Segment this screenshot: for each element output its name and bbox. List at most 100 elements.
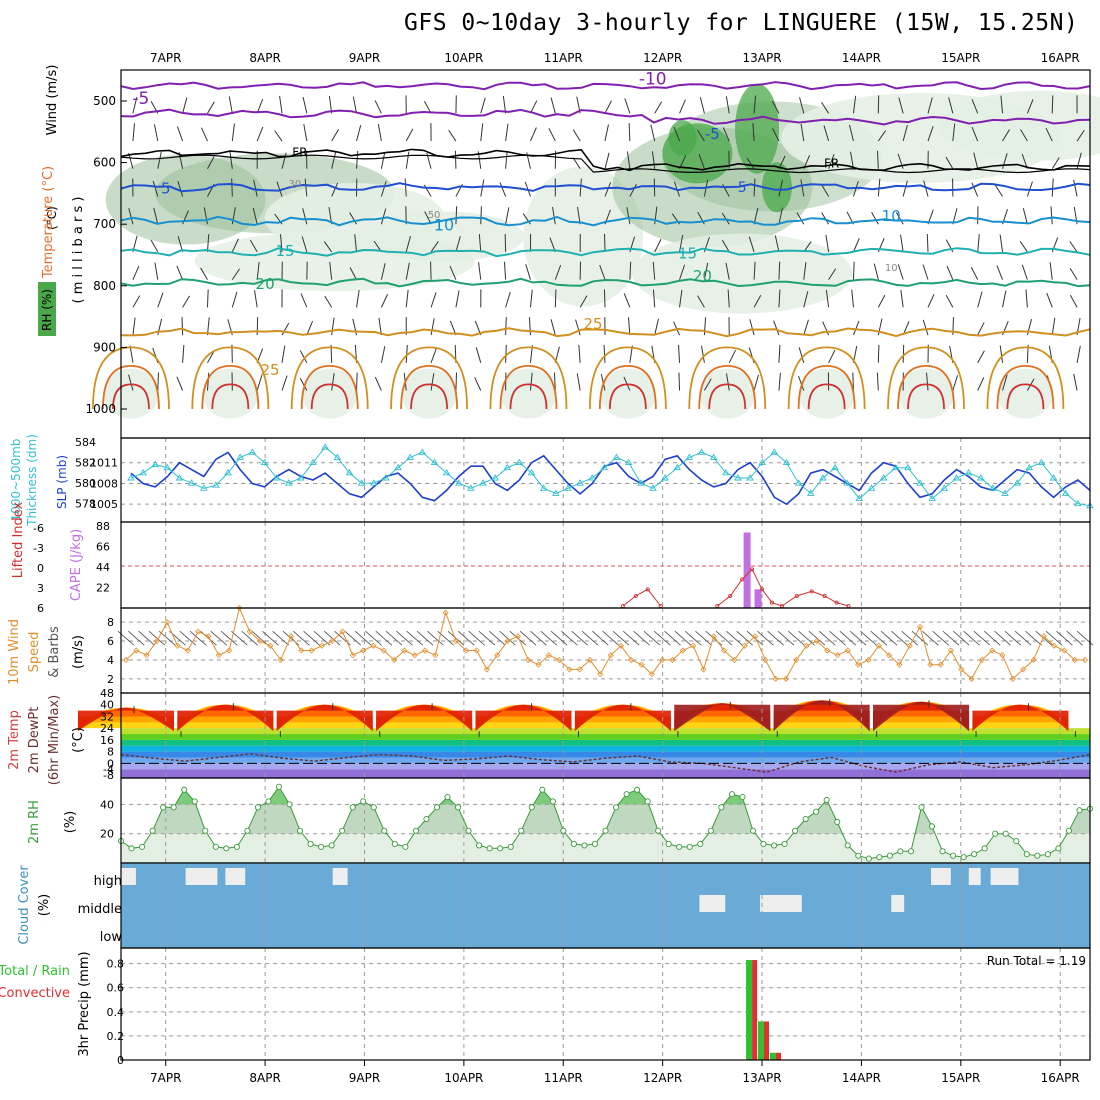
contour-label: 50 [428,210,441,221]
wind-speed-point [174,642,181,649]
wind-barb [405,128,414,142]
wind-barb [622,630,640,646]
wind-barb [1045,127,1053,142]
thickness-point [1074,499,1082,507]
date-label-bottom: 13APR [742,1071,781,1085]
rh-point [454,804,462,811]
wind-barb [276,181,283,197]
wind-barb [281,152,287,169]
rh-point [412,827,419,834]
wind-barb [528,317,531,336]
wind-speed-point [277,656,284,664]
ylabel-wind10-1: 10m Wind [7,619,22,685]
thickness-point [855,494,864,502]
thickness-point [260,458,269,466]
wind-barb [405,151,410,169]
cloud-cover-panel: high middle low [78,862,1091,949]
wind-barb [176,265,184,280]
rh-shading [523,166,644,307]
rh-point [960,854,967,861]
wind-barb [365,630,382,646]
wind-barb [356,150,359,169]
rh-point [676,843,683,850]
wind-barb [480,206,482,225]
thickness-point [515,458,524,466]
thickness-series-line [130,446,1091,507]
rh-point [1076,807,1083,814]
rh-point [781,840,788,847]
wind-barb [977,291,983,308]
warm-contour [489,346,568,410]
rh-shading-high [735,83,780,174]
wind-barb [405,344,408,363]
thickness-point [697,448,706,455]
wind-barb [378,317,382,336]
wind-barb [206,289,209,308]
wind-barb [430,292,437,308]
wind-barb [200,267,208,280]
wind-barb [302,208,308,225]
wind-barb [900,234,904,252]
thickness-point [770,448,779,455]
rh-shading-high [761,162,792,213]
rh-point [739,794,746,801]
wind-barb [654,101,663,114]
wind-barb [281,322,290,336]
wind-barb [927,293,935,308]
wind-barb [572,129,581,142]
rh-point [212,843,219,850]
rh-point [1002,830,1009,837]
warm-contour [608,383,647,410]
contour-label: -5 [705,125,720,143]
wind-speed-point [215,652,222,659]
date-label-top: 12APR [643,51,682,65]
wind-barb [303,630,320,646]
wind-barb [773,320,780,336]
ylabel-cloud: Cloud Cover [17,865,32,945]
slp-series-line [130,451,1091,506]
wind-barb [548,128,556,142]
wind-barb [797,375,805,391]
isotherm-line [120,108,1091,126]
wind-barb [823,125,830,142]
lifted-index-tick-label: 0 [37,562,44,575]
contour-label: 20 [693,267,712,285]
isotherm-line [120,154,1091,174]
isotherm-line [120,148,1091,172]
wind-speed-point [226,647,233,654]
wind-barb [575,319,581,336]
thickness-point [127,474,135,481]
warm-contour [310,383,349,410]
thickness-tick-label: 580 [75,477,96,490]
thickness-point [236,453,244,460]
ylabel-millibars: ( m i l l i b a r s ) [71,197,86,304]
wind-tick-label: 4 [107,654,114,667]
warm-contour [390,346,468,410]
wind-barb [323,241,333,253]
rh-point [813,808,820,815]
wind-barb [852,320,860,336]
wind-barb [128,374,134,391]
wind-barb [973,152,979,169]
rh-point [223,845,230,852]
wind-speed-point [1061,647,1068,654]
thickness-point [309,458,317,466]
wind-barb [849,630,867,646]
wind-barb [1051,95,1054,114]
wind-speed-point [246,628,253,635]
rh-point [539,786,546,793]
rh-point [770,842,778,849]
temperature-band [121,734,1090,740]
wind-speed-point [370,642,377,649]
wind-barb [1021,264,1028,280]
wind-10m-panel: 2 4 6 8 [107,604,1094,694]
wind-barb [128,208,134,225]
cloud-block [990,868,1019,885]
thickness-point [1061,489,1070,496]
rh-point [191,798,198,805]
wind-barb [650,124,656,142]
rh-point [349,804,356,811]
warm-contour [787,346,866,410]
wind-barb [530,127,537,142]
